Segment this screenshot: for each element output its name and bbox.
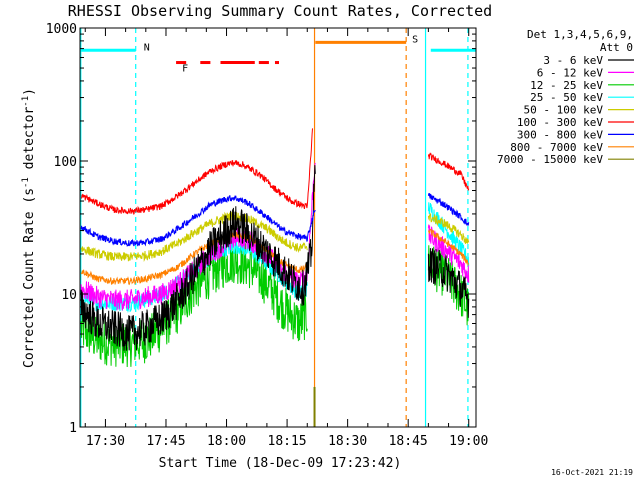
x-tick-label-0: 17:30 xyxy=(86,434,125,449)
legend-label-3: 25 - 50 keV xyxy=(530,91,603,104)
legend-label-4: 50 - 100 keV xyxy=(524,104,604,117)
saa-flag-label: S xyxy=(412,34,418,45)
legend-label-1: 6 - 12 keV xyxy=(537,66,604,79)
legend-header-attenuator: Att 0 xyxy=(600,41,633,54)
x-tick-label-2: 18:00 xyxy=(207,434,246,449)
series-line-1-seg-1 xyxy=(427,224,470,283)
y-tick-label-0: 1 xyxy=(69,421,77,436)
series-line-0-seg-1 xyxy=(427,248,470,318)
legend-label-7: 800 - 7000 keV xyxy=(510,141,603,154)
y-tick-label-1: 10 xyxy=(61,288,77,303)
series-line-7-seg-1 xyxy=(427,228,470,267)
x-tick-label-6: 19:00 xyxy=(449,434,488,449)
y-tick-label-2: 100 xyxy=(54,155,77,170)
night-flag-label: N xyxy=(144,42,150,53)
x-axis: 17:30 17:45 18:00 18:15 18:30 18:45 19:00 xyxy=(84,28,488,449)
series-line-4-seg-1 xyxy=(427,213,470,244)
plot-content: N F S xyxy=(80,28,476,427)
legend-label-5: 100 - 300 keV xyxy=(517,116,603,129)
plot-frame xyxy=(79,27,477,428)
series-line-5-seg-1 xyxy=(427,152,470,191)
x-axis-label: Start Time (18-Dec-09 17:23:42) xyxy=(159,456,402,471)
x-tick-label-5: 18:45 xyxy=(389,434,428,449)
generation-timestamp: 16-Oct-2021 21:19 xyxy=(551,468,633,477)
x-tick-label-3: 18:15 xyxy=(268,434,307,449)
y-axis: 1 10 100 1000 xyxy=(46,22,476,436)
legend-label-8: 7000 - 15000 keV xyxy=(497,153,603,166)
y-tick-label-3: 1000 xyxy=(46,22,77,37)
series-line-5-seg-0 xyxy=(80,128,313,215)
series-line-0-seg-0 xyxy=(80,165,316,351)
chart-title: RHESSI Observing Summary Count Rates, Co… xyxy=(68,2,492,20)
series-line-4-seg-0 xyxy=(80,211,308,262)
legend-label-0: 3 - 6 keV xyxy=(543,54,603,67)
legend-label-2: 12 - 25 keV xyxy=(530,79,603,92)
y-axis-label: Corrected Count Rate (s-1 detector-1) xyxy=(21,88,37,368)
x-tick-label-4: 18:30 xyxy=(328,434,367,449)
series-line-6-seg-0 xyxy=(80,195,316,247)
legend-label-6: 300 - 800 keV xyxy=(517,128,603,141)
flare-flag-label: F xyxy=(182,64,188,75)
series-line-6-seg-1 xyxy=(427,193,470,226)
x-tick-label-1: 17:45 xyxy=(146,434,185,449)
legend-header-detectors: Det 1,3,4,5,6,9, xyxy=(527,28,633,41)
